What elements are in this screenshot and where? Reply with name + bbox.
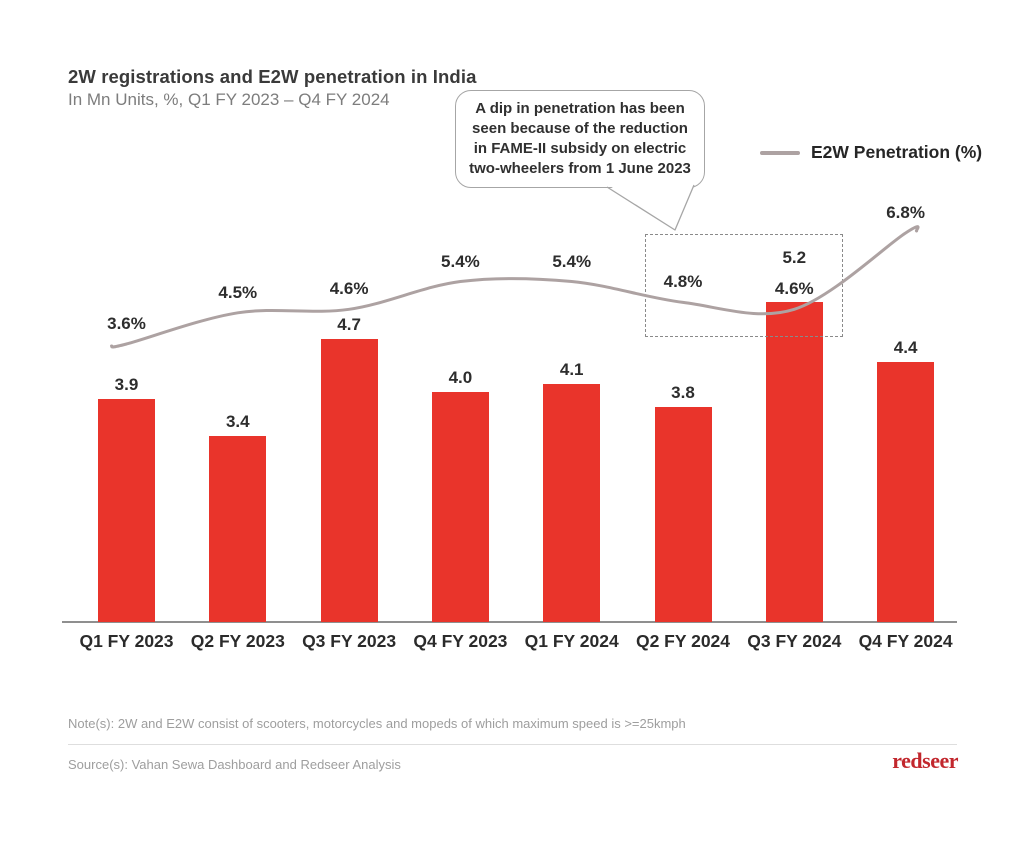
x-axis-label-q4-fy-2024: Q4 FY 2024	[858, 631, 953, 651]
bar-q1-fy-2023	[98, 399, 155, 622]
legend: E2W Penetration (%)	[760, 142, 982, 163]
penetration-label-q1-fy-2024: 5.4%	[552, 251, 592, 271]
penetration-label-q2-fy-2024: 4.8%	[663, 272, 703, 292]
callout-text: A dip in penetration has been seen becau…	[469, 99, 691, 178]
note-text: Note(s): 2W and E2W consist of scooters,…	[68, 716, 686, 731]
bar-q4-fy-2024	[877, 361, 935, 622]
bar-value-q4-fy-2024: 4.4	[893, 337, 918, 357]
footer-divider	[68, 744, 957, 745]
x-axis-label-q1-fy-2024: Q1 FY 2024	[524, 631, 619, 651]
penetration-label-q2-fy-2023: 4.5%	[218, 282, 258, 302]
x-axis-label-q4-fy-2023: Q4 FY 2023	[413, 631, 508, 651]
line-swatch-icon	[760, 150, 800, 155]
penetration-label-q1-fy-2023: 3.6%	[107, 314, 146, 333]
bar-q1-fy-2024	[543, 384, 601, 622]
penetration-label-q4-fy-2023: 5.4%	[441, 251, 480, 271]
callout-bubble: A dip in penetration has been seen becau…	[455, 90, 705, 188]
legend-label: E2W Penetration (%)	[811, 142, 983, 162]
bar-value-q2-fy-2023: 3.4	[225, 412, 250, 432]
source-text: Source(s): Vahan Sewa Dashboard and Reds…	[68, 757, 401, 772]
bar-q3-fy-2024	[765, 302, 823, 622]
callout-tail	[606, 184, 695, 231]
bar-q2-fy-2024	[654, 406, 712, 622]
bar-q4-fy-2023	[431, 391, 489, 622]
chart-subtitle: In Mn Units, %, Q1 FY 2023 – Q4 FY 2024	[68, 90, 390, 109]
bar-value-q2-fy-2024: 3.8	[671, 382, 695, 402]
x-axis-label-q3-fy-2024: Q3 FY 2024	[747, 631, 842, 651]
x-axis-label-q3-fy-2023: Q3 FY 2023	[302, 631, 397, 651]
penetration-label-q4-fy-2024: 6.8%	[886, 203, 925, 222]
bar-q3-fy-2023	[320, 339, 378, 622]
x-axis-label-q2-fy-2024: Q2 FY 2024	[635, 631, 731, 651]
bar-value-q3-fy-2023: 4.7	[337, 315, 361, 335]
x-axis-label-q2-fy-2023: Q2 FY 2023	[190, 631, 285, 651]
chart-title: 2W registrations and E2W penetration in …	[68, 66, 477, 87]
redseer-logo: redseer	[892, 748, 958, 773]
bar-value-q1-fy-2024: 4.1	[559, 360, 584, 380]
bar-q2-fy-2023	[209, 436, 267, 622]
penetration-label-q3-fy-2024: 4.6%	[774, 279, 814, 299]
penetration-label-q3-fy-2023: 4.6%	[329, 279, 369, 299]
bar-value-q1-fy-2023: 3.9	[114, 375, 139, 395]
x-axis-label-q1-fy-2023: Q1 FY 2023	[79, 631, 174, 651]
x-axis-baseline	[62, 621, 957, 623]
bar-value-q3-fy-2024: 5.2	[782, 248, 807, 268]
bar-value-q4-fy-2023: 4.0	[448, 367, 473, 387]
